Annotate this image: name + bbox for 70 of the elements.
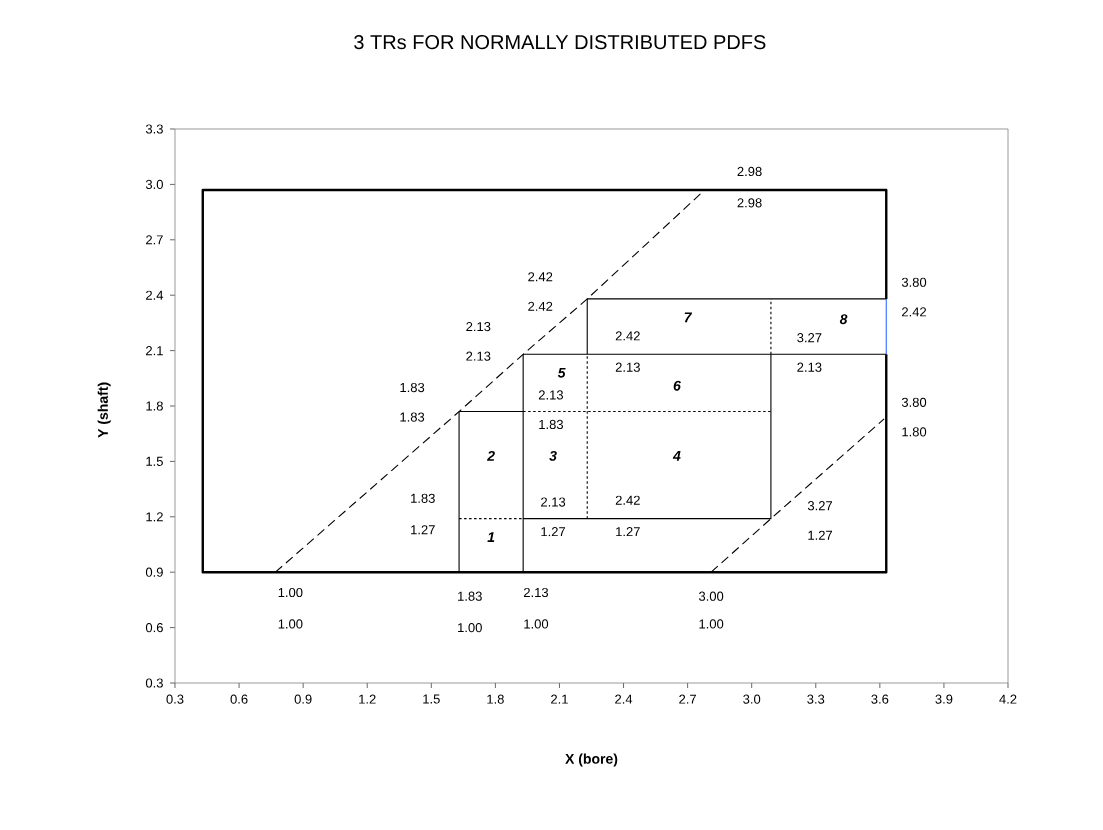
y-tick-label: 2.1 (146, 346, 163, 356)
y-tick-label: 2.4 (146, 290, 164, 300)
x-tick-label: 3.9 (935, 694, 953, 704)
annotation: 1.27 (616, 527, 640, 537)
annotation: 1.83 (400, 412, 425, 422)
annotation: 1.00 (699, 619, 724, 629)
annotation: 1.00 (278, 619, 303, 629)
annotation: 2.42 (528, 272, 553, 282)
x-tick-label: 3.6 (871, 694, 889, 704)
chart-title: 3 TRs FOR NORMALLY DISTRIBUTED PDFS (354, 35, 766, 50)
annotation: 2 (487, 450, 495, 461)
annotation: 1.83 (458, 591, 482, 601)
annotation: 6 (673, 380, 681, 391)
x-tick-label: 4.2 (999, 694, 1017, 704)
y-tick-label: 1.8 (146, 401, 163, 411)
annotation: 2.42 (528, 301, 553, 311)
annotation: 2.42 (615, 495, 640, 505)
x-tick-label: 1.2 (359, 694, 376, 704)
y-tick-label: 0.3 (145, 678, 163, 688)
annotation: 1.00 (458, 623, 482, 633)
annotation: 2.13 (466, 351, 491, 361)
y-tick-label: 0.9 (145, 567, 163, 577)
annotation: 2.98 (737, 198, 762, 208)
annotation: 1.80 (902, 427, 927, 437)
x-tick-label: 0.9 (294, 694, 312, 704)
annotation: 2.13 (797, 362, 822, 372)
x-tick-label: 3.3 (807, 694, 825, 704)
annotation: 2.13 (523, 587, 549, 598)
annotation: 1 (487, 532, 495, 542)
x-tick-label: 0.6 (230, 694, 248, 704)
y-tick-label: 1.5 (146, 456, 163, 466)
x-tick-label: 3.0 (743, 694, 761, 704)
annotation: 2.13 (541, 497, 566, 507)
annotation: 8 (839, 314, 848, 325)
annotation: 7 (684, 312, 693, 323)
annotation: 2.98 (737, 166, 762, 177)
annotation: 3.80 (901, 277, 927, 287)
annotation: 3.27 (807, 501, 833, 511)
annotation: 1.27 (411, 525, 435, 535)
annotation: 1.83 (411, 493, 435, 503)
annotation: 2.13 (466, 321, 491, 332)
annotation: 3.80 (901, 397, 927, 407)
x-tick-label: 2.4 (615, 694, 633, 704)
y-axis-title: Y (shaft) (97, 382, 111, 438)
annotation: 3.00 (698, 591, 724, 601)
annotation: 3 (549, 450, 557, 461)
x-tick-label: 2.7 (679, 694, 696, 704)
y-tick-label: 1.2 (146, 512, 163, 522)
annotation: 4 (672, 451, 681, 461)
annotation: 2.13 (538, 390, 564, 400)
annotation: 5 (557, 367, 566, 378)
annotation: 2.42 (615, 331, 640, 341)
y-tick-label: 3.3 (145, 124, 163, 134)
x-tick-label: 1.8 (487, 694, 504, 704)
x-tick-label: 0.3 (166, 694, 184, 704)
x-axis-title: X (bore) (565, 753, 618, 767)
x-tick-label: 1.5 (423, 694, 440, 704)
annotation: 1.00 (278, 587, 303, 598)
annotation: 1.27 (808, 530, 833, 540)
annotation: 1.83 (539, 419, 564, 430)
annotation: 3.27 (797, 333, 822, 343)
annotation: 2.13 (615, 362, 640, 372)
x-tick-label: 2.1 (551, 694, 568, 704)
annotation: 1.83 (400, 382, 425, 393)
y-tick-label: 2.7 (146, 235, 163, 245)
annotation: 1.00 (524, 619, 549, 629)
annotation: 1.27 (541, 527, 566, 537)
y-tick-label: 0.6 (145, 623, 163, 633)
y-tick-label: 3.0 (145, 179, 163, 189)
annotation: 2.42 (902, 307, 927, 317)
